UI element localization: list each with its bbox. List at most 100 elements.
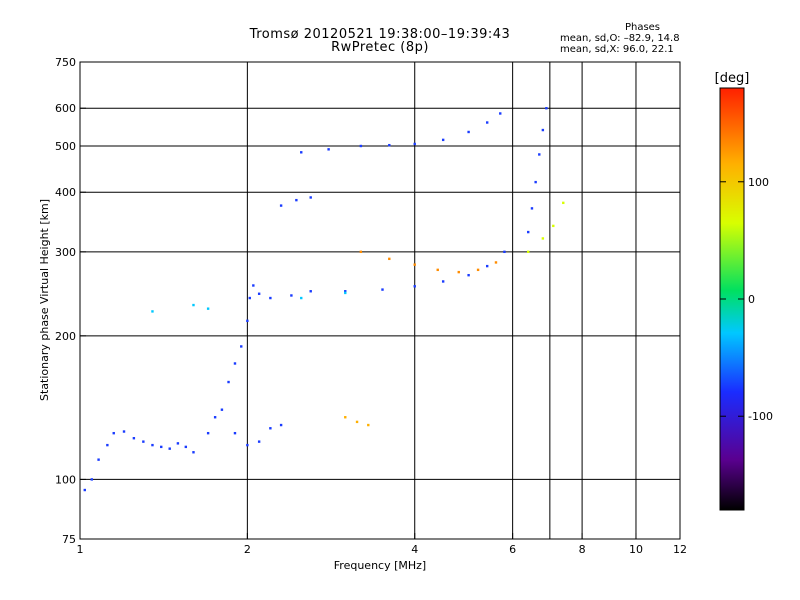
data-point [168,447,171,450]
x-tick-label: 6 [509,543,516,556]
data-point [441,138,445,142]
data-point [538,153,541,156]
data-point [227,380,230,384]
data-point [257,440,261,443]
y-tick-label: 500 [55,140,76,153]
phases-title: Phases [624,22,661,33]
grid-lines [80,62,680,539]
data-point [269,296,272,300]
x-tick-label: 10 [629,543,643,556]
data-point [206,431,210,435]
y-tick-label: 300 [55,246,76,259]
y-tick-label: 75 [62,533,76,546]
data-point [83,488,86,492]
data-point [413,263,416,266]
data-point [122,430,126,433]
data-point [388,143,391,147]
data-point [476,268,480,272]
data-point [106,443,109,447]
data-point [441,280,445,283]
data-point [151,310,154,313]
x-tick-label: 12 [673,543,687,556]
data-point [485,264,489,268]
data-point [552,224,555,228]
data-point [309,196,312,199]
data-point [527,230,530,234]
colorbar-tick-label: 0 [748,293,755,306]
colorbar-label: [deg] [715,71,750,86]
data-point [220,408,224,411]
phases-o-stats: mean, sd,O: –82.9, 14.8 [560,33,680,44]
x-axis: 1 2 4 6 8 10 12 [77,533,687,556]
data-point [503,250,506,254]
x-tick-label: 2 [244,543,251,556]
phases-x-stats: mean, sd,X: 96.0, 22.1 [560,44,674,55]
y-tick-label: 750 [55,56,76,69]
data-point [206,307,210,310]
data-point [112,431,115,435]
data-point [413,285,416,288]
data-point [300,151,303,154]
chart-subtitle: RwPretec (8p) [331,40,429,55]
colorbar-tick-label: -100 [748,410,773,423]
data-point [90,478,93,481]
data-point [176,442,180,445]
data-point [355,420,359,424]
data-point [344,291,347,295]
data-point [246,319,249,323]
colorbar-tick-label: 100 [748,176,769,189]
data-point [494,261,498,264]
data-point [213,416,217,419]
y-axis: 75 100 200 300 400 500 600 750 [55,56,86,546]
data-point [541,128,545,132]
data-point [257,292,261,295]
data-point [269,427,272,430]
data-point [97,458,100,461]
data-point [545,107,548,110]
y-axis-label: Stationary phase Virtual Height [km] [38,199,51,401]
data-point [381,288,384,291]
data-point [541,237,545,240]
data-point [562,201,565,205]
data-point [290,294,293,297]
data-point [309,290,312,293]
y-tick-label: 200 [55,330,76,343]
data-point [457,270,460,274]
data-point [142,440,145,443]
data-point [248,296,251,300]
data-point [436,268,439,272]
x-tick-label: 4 [411,543,418,556]
data-point [467,130,470,134]
data-point [485,121,489,124]
data-point [192,451,195,454]
x-axis-label: Frequency [MHz] [334,559,426,572]
data-point [184,445,188,449]
data-point [132,437,136,440]
data-point [530,207,534,210]
data-point [327,148,330,151]
data-points [83,107,565,492]
chart-title: Tromsø 20120521 19:38:00–19:39:43 [249,27,511,42]
data-point [499,112,502,115]
data-point [359,250,363,254]
y-tick-label: 400 [55,186,76,199]
data-point [413,142,416,146]
data-point [359,144,363,148]
data-point [279,423,283,427]
data-point [367,423,370,427]
data-point [233,431,237,435]
data-point [534,180,537,184]
x-tick-label: 1 [77,543,84,556]
x-tick-label: 8 [579,543,586,556]
data-point [151,443,154,447]
data-point [279,204,283,207]
data-point [160,445,163,449]
data-point [300,296,303,300]
data-point [344,416,347,419]
data-point [344,290,347,293]
data-point [527,250,530,254]
data-point [295,198,298,202]
y-tick-label: 100 [55,473,76,486]
data-point [240,345,243,348]
